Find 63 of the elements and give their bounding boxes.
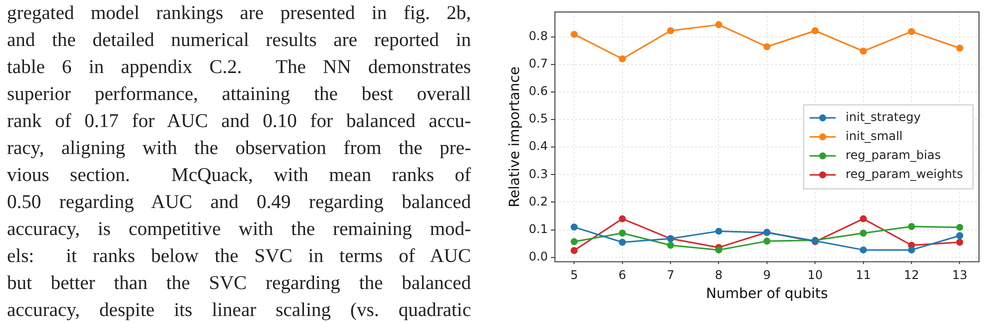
y-tick-label: 0.4 [528, 139, 548, 154]
point [618, 55, 626, 62]
x-tick-label: 11 [856, 268, 871, 282]
point [956, 238, 964, 246]
x-tick-label: 10 [807, 268, 823, 282]
x-axis-title: Number of qubits [706, 286, 828, 302]
x-tick-label: 13 [952, 268, 968, 282]
point [618, 215, 626, 222]
legend-label: init_strategy [846, 110, 921, 124]
y-tick-label: 0.2 [528, 194, 548, 208]
text: but better than the SVC regarding the balanced [7, 272, 471, 296]
text: accuracy, is competitive with the remaining mod- [7, 218, 471, 242]
point [715, 246, 722, 254]
point [860, 246, 867, 254]
legend-label: init_small [846, 129, 903, 144]
x-tick-label: 5 [570, 268, 578, 282]
y-tick-label: 0.6 [528, 84, 548, 98]
point [908, 28, 916, 36]
point [908, 246, 916, 254]
point [860, 48, 867, 55]
text: and the detailed numerical results are reported in [7, 29, 471, 53]
y-tick-label: 0.8 [528, 28, 548, 43]
text: superior performance, attaining the best overall [7, 83, 471, 107]
text: 0.50 regarding AUC and 0.49 regarding balanced [7, 191, 471, 215]
x-tick-label: 12 [904, 268, 920, 282]
text: els: it ranks below the SVC in terms of AUC [7, 245, 471, 269]
legend-label: reg_param_bias [846, 148, 941, 162]
point [570, 238, 578, 246]
text: gregated model rankings are presented in fig. 2b, [7, 2, 471, 26]
point [618, 230, 626, 237]
x-tick-label: 6 [618, 268, 626, 282]
point [860, 215, 867, 222]
x-tick-label: 7 [666, 268, 674, 282]
y-axis-title: Relative importance [507, 66, 524, 208]
point [667, 242, 674, 249]
point [715, 228, 722, 235]
point [812, 27, 819, 34]
point [956, 224, 964, 231]
text: rank of 0.17 for AUC and 0.10 for balanced accu- [7, 110, 471, 134]
y-tick-label: 0.5 [528, 112, 548, 126]
point [956, 232, 964, 240]
x-tick-label: 9 [763, 268, 771, 282]
point [570, 224, 578, 231]
point [956, 44, 964, 52]
point [570, 246, 578, 254]
point [715, 21, 722, 28]
point [860, 230, 867, 237]
point [908, 223, 916, 230]
text: vious section. McQuack, with mean ranks of [7, 164, 471, 188]
text: accuracy, despite its linear scaling (vs. quadratic [7, 299, 471, 323]
point [763, 238, 770, 245]
legend-label: reg_param_weights [846, 167, 963, 182]
point [763, 43, 770, 50]
y-tick-label: 0.3 [528, 166, 548, 181]
y-tick-label: 0.7 [528, 56, 548, 71]
caption: table 6 in appendix C.2. The NN demonstrates [7, 56, 471, 80]
x-tick-label: 8 [714, 268, 723, 282]
point [570, 30, 578, 38]
y-tick-label: 0.1 [528, 222, 548, 236]
point [618, 238, 626, 246]
y-tick-label: 0.0 [528, 250, 548, 264]
point [667, 27, 674, 34]
text: racy, aligning with the observation from the pre- [7, 137, 471, 161]
